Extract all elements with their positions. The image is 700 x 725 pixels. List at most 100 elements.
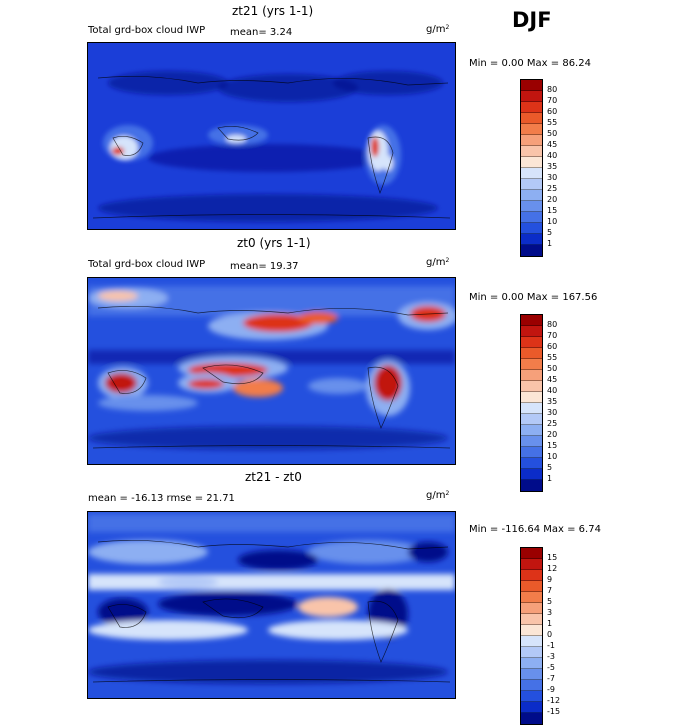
colorbar-swatch [521, 614, 542, 625]
colorbar-swatch [521, 381, 542, 392]
colorbar-swatch [521, 113, 542, 124]
colorbar-tick-label: 20 [547, 430, 558, 439]
panel2-minmax: Min = 0.00 Max = 167.56 [469, 292, 598, 303]
colorbar-tick-label: -1 [547, 641, 555, 650]
panel2-title: zt0 (yrs 1-1) [237, 236, 311, 250]
colorbar-swatch [521, 636, 542, 647]
colorbar-tick-label: -5 [547, 663, 555, 672]
colorbar-tick-label: 15 [547, 553, 558, 562]
colorbar-tick-label: 3 [547, 608, 553, 617]
colorbar-swatch [521, 658, 542, 669]
colorbar-swatch [521, 234, 542, 245]
colorbar-swatch [521, 201, 542, 212]
colorbar-swatch [521, 403, 542, 414]
panel3-minmax: Min = -116.64 Max = 6.74 [469, 524, 601, 535]
colorbar-tick-label: -15 [547, 707, 561, 716]
colorbar-tick-label: 1 [547, 619, 553, 628]
colorbar-swatch [521, 91, 542, 102]
panel2-field-label: Total grd-box cloud IWP [88, 259, 206, 270]
colorbar-swatch [521, 414, 542, 425]
colorbar-tick-label: 1 [547, 239, 553, 248]
panel3-units: g/m2 [426, 490, 450, 501]
panel1-title: zt21 (yrs 1-1) [232, 4, 314, 18]
colorbar-tick-label: 5 [547, 228, 553, 237]
colorbar-swatch [521, 713, 542, 724]
colorbar-swatch [521, 157, 542, 168]
colorbar-swatch [521, 581, 542, 592]
colorbar-tick-label: 40 [547, 386, 558, 395]
colorbar-tick-label: 70 [547, 331, 558, 340]
colorbar-tick-label: 30 [547, 173, 558, 182]
panel2-units: g/m2 [426, 257, 450, 268]
panel1-units: g/m2 [426, 24, 450, 35]
colorbar-swatch [521, 348, 542, 359]
colorbar-tick-label: 55 [547, 118, 558, 127]
panel1-minmax: Min = 0.00 Max = 86.24 [469, 58, 591, 69]
colorbar-tick-label: 45 [547, 140, 558, 149]
colorbar-swatch [521, 179, 542, 190]
colorbar-swatch [521, 146, 542, 157]
colorbar-tick-label: 55 [547, 353, 558, 362]
colorbar-tick-label: 15 [547, 441, 558, 450]
colorbar-swatch [521, 691, 542, 702]
colorbar-tick-label: -12 [547, 696, 561, 705]
panel1-mean: mean= 3.24 [230, 27, 293, 38]
colorbar-tick-label: 9 [547, 575, 553, 584]
colorbar-tick-label: 60 [547, 342, 558, 351]
colorbar-swatch [521, 337, 542, 348]
colorbar-swatch [521, 570, 542, 581]
colorbar-tick-label: 80 [547, 320, 558, 329]
colorbar-tick-label: 20 [547, 195, 558, 204]
colorbar-swatch [521, 168, 542, 179]
colorbar-swatch [521, 592, 542, 603]
colorbar-swatch [521, 135, 542, 146]
colorbar-tick-label: 30 [547, 408, 558, 417]
colorbar-swatch [521, 548, 542, 559]
colorbar-tick-label: 35 [547, 397, 558, 406]
panel3-stats: mean = -16.13 rmse = 21.71 [88, 493, 235, 504]
season-label: DJF [512, 8, 552, 32]
colorbar-tick-label: -3 [547, 652, 555, 661]
colorbar-swatch [521, 326, 542, 337]
colorbar-swatch [521, 559, 542, 570]
colorbar-tick-label: 80 [547, 85, 558, 94]
panel1-map [87, 42, 456, 230]
colorbar-tick-label: 50 [547, 129, 558, 138]
panel2-mean: mean= 19.37 [230, 261, 299, 272]
colorbar-tick-label: 10 [547, 217, 558, 226]
panel1-field-label: Total grd-box cloud IWP [88, 25, 206, 36]
colorbar-tick-label: 25 [547, 184, 558, 193]
panel1-colorbar [520, 79, 543, 257]
colorbar-tick-label: 25 [547, 419, 558, 428]
colorbar-swatch [521, 392, 542, 403]
colorbar-tick-label: 7 [547, 586, 553, 595]
colorbar-swatch [521, 80, 542, 91]
colorbar-swatch [521, 245, 542, 256]
colorbar-swatch [521, 359, 542, 370]
colorbar-tick-label: 15 [547, 206, 558, 215]
colorbar-swatch [521, 625, 542, 636]
colorbar-swatch [521, 669, 542, 680]
colorbar-swatch [521, 190, 542, 201]
colorbar-tick-label: 12 [547, 564, 558, 573]
colorbar-swatch [521, 680, 542, 691]
colorbar-swatch [521, 458, 542, 469]
colorbar-tick-label: -7 [547, 674, 555, 683]
colorbar-tick-label: 1 [547, 474, 553, 483]
colorbar-swatch [521, 370, 542, 381]
colorbar-tick-label: 5 [547, 463, 553, 472]
panel3-map [87, 511, 456, 699]
colorbar-swatch [521, 124, 542, 135]
colorbar-swatch [521, 480, 542, 491]
colorbar-tick-label: 60 [547, 107, 558, 116]
colorbar-swatch [521, 603, 542, 614]
panel3-title: zt21 - zt0 [245, 470, 302, 484]
colorbar-tick-label: 40 [547, 151, 558, 160]
colorbar-tick-label: 70 [547, 96, 558, 105]
colorbar-swatch [521, 212, 542, 223]
panel2-map [87, 277, 456, 465]
colorbar-swatch [521, 469, 542, 480]
colorbar-tick-label: 0 [547, 630, 553, 639]
colorbar-tick-label: -9 [547, 685, 555, 694]
panel3-colorbar [520, 547, 543, 725]
